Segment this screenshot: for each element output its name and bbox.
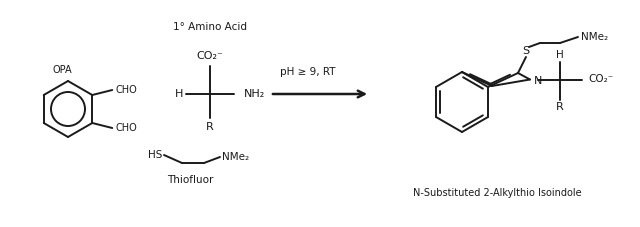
Text: 1° Amino Acid: 1° Amino Acid	[173, 22, 247, 32]
Text: NH₂: NH₂	[244, 89, 265, 99]
Text: NMe₂: NMe₂	[581, 32, 608, 42]
Text: R: R	[556, 103, 564, 113]
Text: pH ≥ 9, RT: pH ≥ 9, RT	[280, 67, 336, 77]
Text: S: S	[522, 46, 529, 56]
Text: H: H	[175, 89, 183, 99]
Text: NMe₂: NMe₂	[222, 152, 249, 162]
Text: CO₂⁻: CO₂⁻	[196, 51, 223, 61]
Text: N-Substituted 2-Alkylthio Isoindole: N-Substituted 2-Alkylthio Isoindole	[413, 188, 581, 198]
Text: HS: HS	[148, 150, 163, 160]
Text: N: N	[534, 76, 542, 86]
Text: OPA: OPA	[52, 65, 72, 75]
Text: H: H	[556, 49, 564, 59]
Text: CO₂⁻: CO₂⁻	[588, 74, 613, 84]
Text: CHO: CHO	[115, 123, 137, 133]
Text: R: R	[206, 122, 214, 132]
Text: Thiofluor: Thiofluor	[167, 175, 213, 185]
Text: CHO: CHO	[115, 85, 137, 95]
